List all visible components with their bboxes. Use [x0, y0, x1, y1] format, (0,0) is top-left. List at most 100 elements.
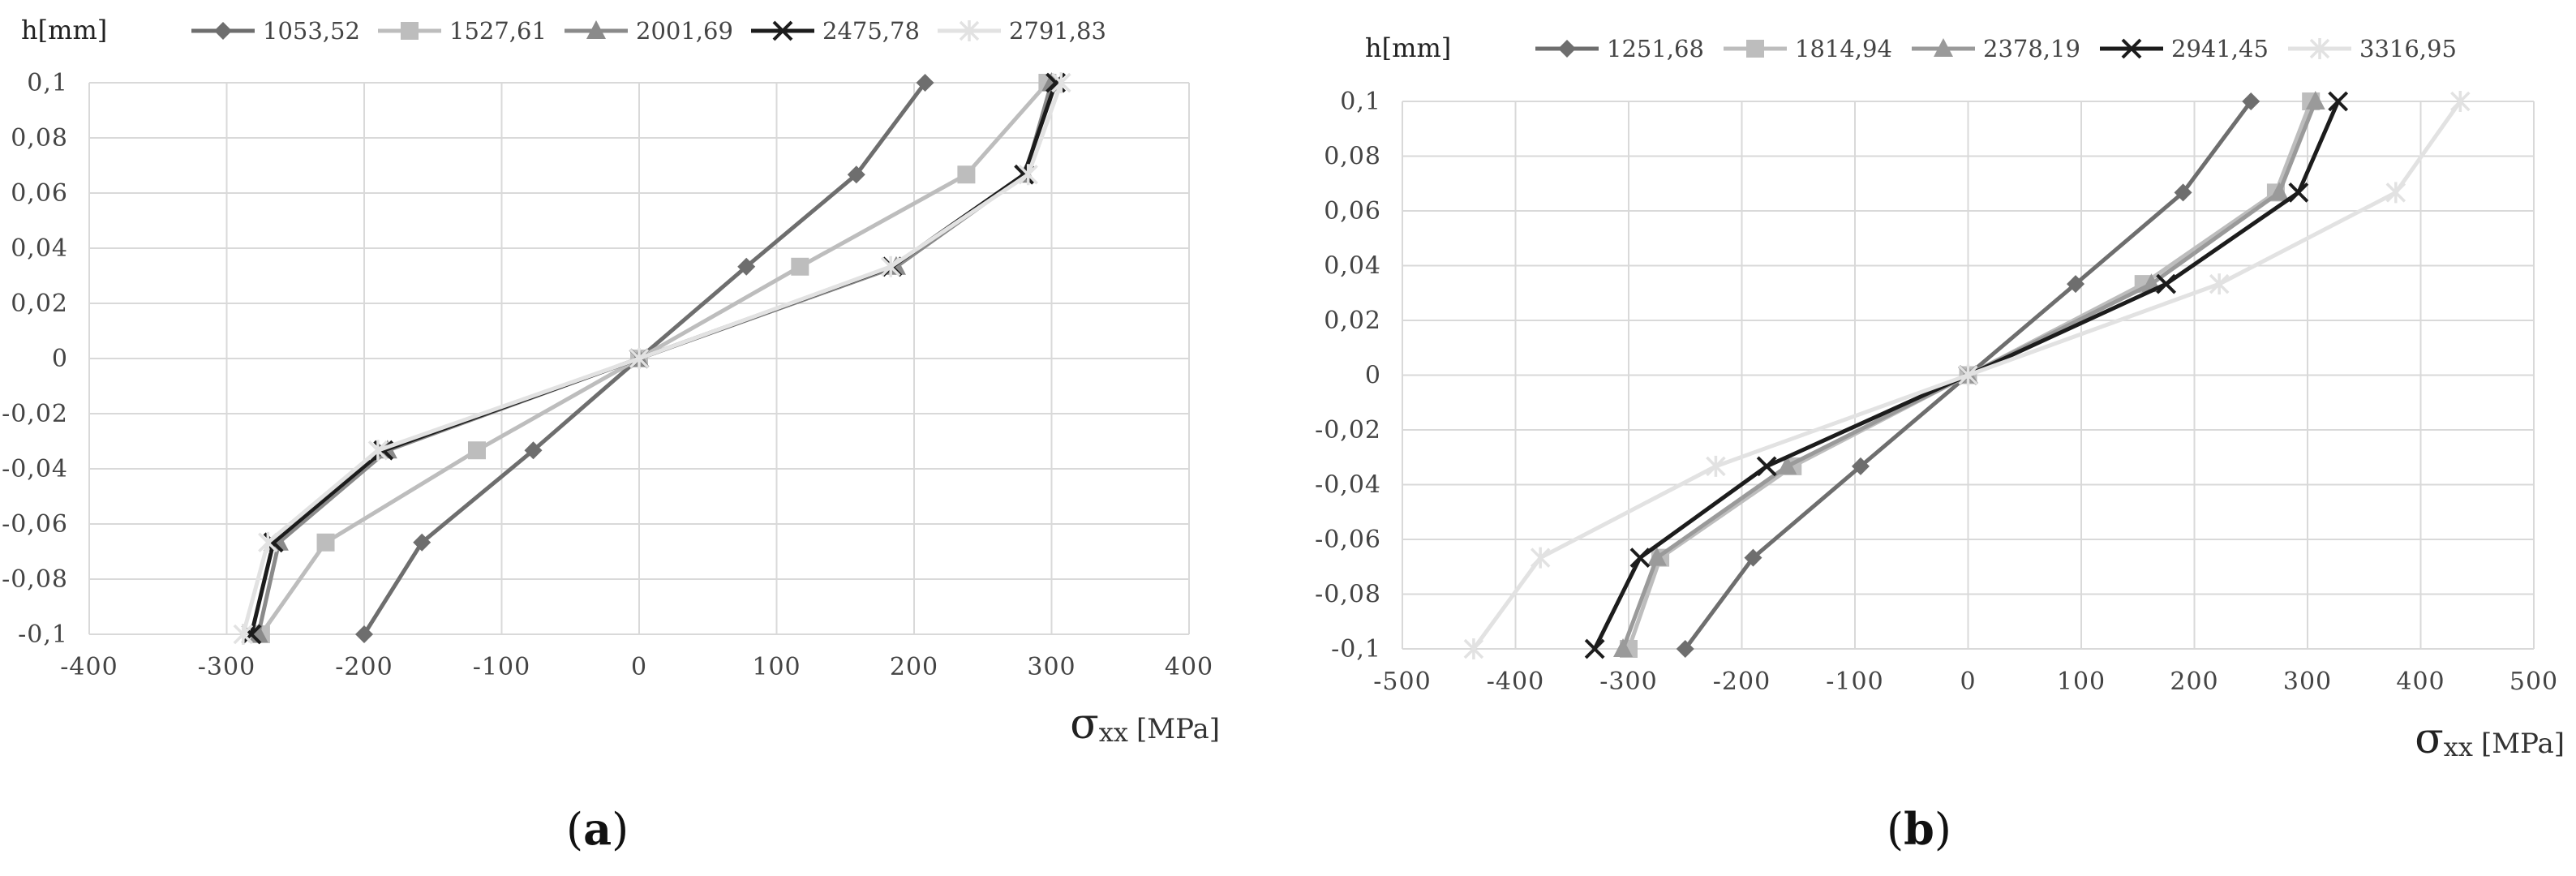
x-axis-unit: [MPa]	[1136, 713, 1220, 745]
x-tick-label: 100	[2057, 668, 2106, 696]
legend-label: 1251,68	[1607, 35, 1704, 62]
y-tick-label: 0,1	[1340, 88, 1381, 116]
y-tick-label: 0,08	[1324, 143, 1381, 171]
data-point	[791, 257, 809, 276]
x-tick-label: -400	[60, 653, 118, 681]
x-axis-title: σxx [MPa]	[1070, 700, 1220, 749]
legend-marker	[772, 20, 793, 41]
data-point	[2328, 91, 2349, 112]
data-point	[367, 440, 389, 462]
data-point	[233, 624, 254, 645]
y-tick-label: 0,1	[27, 69, 68, 97]
x-tick-label: -100	[473, 653, 530, 681]
data-point	[2156, 273, 2177, 294]
x-tick-label: 0	[631, 653, 647, 681]
data-point	[316, 533, 335, 552]
y-tick-label: -0,02	[2, 400, 68, 428]
data-point	[1756, 456, 1777, 477]
legend-marker	[2309, 38, 2330, 59]
legend-marker	[959, 20, 980, 41]
legend-label: 2378,19	[1983, 35, 2080, 62]
legend-item: 1527,61	[378, 17, 547, 45]
legend-item: 1814,94	[1724, 35, 1892, 62]
x-tick-label: 100	[752, 653, 801, 681]
x-tick-label: 500	[2509, 668, 2558, 696]
chart-a-svg: -0,1 -0,08 -0,06 -0,04 -0,02 0 0,02 0,04 0,06 0,0…	[2, 15, 1220, 749]
x-tick-label: 300	[2283, 668, 2332, 696]
x-axis-symbol: σ	[2415, 715, 2444, 763]
y-tick-label: 0,04	[1324, 252, 1381, 281]
legend-label: 1814,94	[1795, 35, 1892, 62]
legend-label: 1527,61	[449, 17, 547, 45]
x-tick-label: -200	[335, 653, 393, 681]
data-point	[2288, 182, 2309, 203]
legend-label: 2001,69	[636, 17, 733, 45]
data-point	[916, 74, 934, 92]
data-point	[413, 533, 431, 552]
y-tick-label: 0,06	[11, 179, 68, 208]
data-point	[1629, 548, 1651, 569]
data-point	[2242, 92, 2260, 110]
data-point	[1051, 72, 1071, 93]
x-axis-subscript: xx	[2444, 732, 2481, 762]
y-tick-label: 0,04	[11, 234, 68, 263]
chart-b-svg: -0,1 -0,08 -0,06 -0,04 -0,02 0 0,02 0,04 0,06 0,0…	[1315, 32, 2565, 763]
legend-marker	[2121, 38, 2142, 59]
data-point	[2269, 182, 2290, 201]
data-point	[524, 441, 543, 460]
legend-marker	[1934, 38, 1953, 57]
caption-a: (a)	[566, 803, 629, 855]
x-tick-label: -100	[1826, 668, 1883, 696]
y-tick-label: -0,06	[2, 510, 68, 539]
y-tick-label: 0,08	[11, 124, 68, 152]
x-tick-label: 200	[2170, 668, 2218, 696]
legend-marker	[1558, 40, 1576, 58]
caption-b: (b)	[1887, 803, 1951, 855]
y-axis-label: h[mm]	[21, 15, 107, 45]
x-tick-label: 200	[890, 653, 938, 681]
data-point	[355, 625, 373, 643]
data-point	[467, 441, 486, 460]
legend-label: 2791,83	[1009, 17, 1106, 45]
data-point	[2209, 273, 2230, 295]
data-point	[2305, 91, 2325, 110]
x-tick-label: 400	[2396, 668, 2445, 696]
data-point	[1851, 457, 1870, 475]
data-point	[2067, 275, 2085, 294]
data-point	[1584, 638, 1605, 659]
data-point	[1018, 164, 1038, 186]
chart-panel-a: -0,1 -0,08 -0,06 -0,04 -0,02 0 0,02 0,04 0,06 0,0…	[2, 15, 1220, 855]
legend-label: 2941,45	[2171, 35, 2269, 62]
data-point	[629, 348, 650, 369]
y-tick-label: -0,1	[1331, 635, 1381, 663]
x-tick-label: 300	[1027, 653, 1075, 681]
x-tick-label: -300	[198, 653, 255, 681]
x-axis-title: σxx [MPa]	[2415, 715, 2565, 763]
data-point	[2450, 91, 2471, 112]
y-tick-label: -0,04	[1315, 471, 1381, 500]
legend-item: 2475,78	[751, 17, 920, 45]
x-tick-label: 0	[1960, 668, 1976, 696]
y-tick-label: 0	[52, 345, 68, 373]
data-point	[1646, 547, 1667, 566]
data-point	[1777, 455, 1797, 474]
y-axis-label: h[mm]	[1365, 32, 1451, 63]
data-point	[1958, 364, 1978, 386]
x-tick-label: -200	[1713, 668, 1771, 696]
x-tick-label: -300	[1599, 668, 1657, 696]
x-axis-subscript: xx	[1099, 717, 1136, 748]
data-point	[737, 257, 756, 276]
legend-item: 2001,69	[565, 17, 733, 45]
data-point	[1530, 547, 1551, 569]
data-point	[957, 165, 976, 184]
y-tick-label: 0,02	[1324, 307, 1381, 335]
data-point	[2385, 182, 2406, 204]
x-axis-symbol: σ	[1070, 700, 1099, 749]
x-tick-label: 400	[1165, 653, 1213, 681]
data-point	[880, 256, 901, 277]
data-point	[1744, 548, 1762, 567]
legend-marker	[214, 22, 232, 40]
legend-item: 2941,45	[2100, 35, 2269, 62]
legend-marker	[401, 22, 419, 40]
y-tick-label: -0,08	[2, 565, 68, 594]
